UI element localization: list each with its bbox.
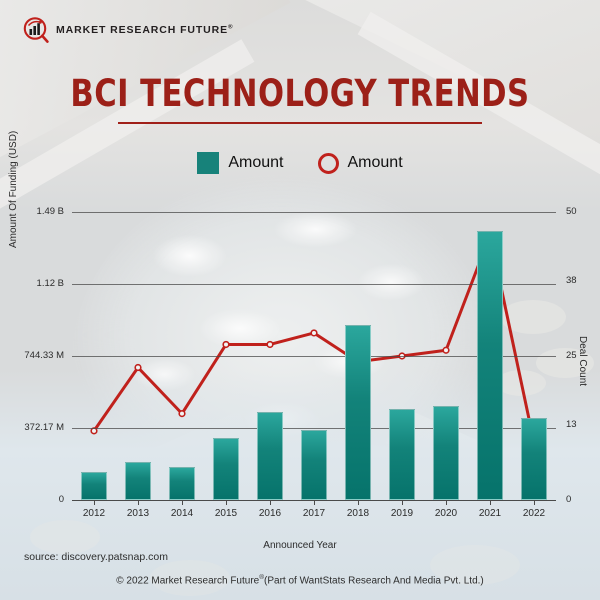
y-axis-tick-right: 50 xyxy=(566,206,577,217)
copyright-registered-mark: ® xyxy=(259,574,265,581)
x-axis-tick-2021: 2021 xyxy=(478,508,502,519)
bar-2012[interactable] xyxy=(80,471,108,500)
bar-2022[interactable] xyxy=(520,418,548,500)
x-axis-tick-mark xyxy=(182,500,183,505)
grid-line xyxy=(72,283,556,285)
background-blob-2 xyxy=(536,348,594,378)
x-axis-tick-mark xyxy=(94,500,95,505)
x-axis-tick-mark xyxy=(402,500,403,505)
line-point-2020[interactable] xyxy=(442,346,450,354)
x-axis-tick-2020: 2020 xyxy=(434,508,458,519)
line-point-2014[interactable] xyxy=(178,410,186,418)
y-axis-tick-right: 25 xyxy=(566,350,577,361)
copyright-note: © 2022 Market Research Future®(Part of W… xyxy=(0,574,600,586)
line-point-2017[interactable] xyxy=(310,329,318,337)
y-axis-tick-left: 744.33 M xyxy=(24,350,64,362)
brand-logo-text: MARKET RESEARCH FUTURE® xyxy=(56,24,233,36)
x-axis-tick-2019: 2019 xyxy=(390,508,414,519)
bar-2017[interactable] xyxy=(300,430,328,500)
y-axis-tick-right: 0 xyxy=(566,494,572,505)
y-axis-tick-right: 13 xyxy=(566,419,577,431)
magnifier-bar-chart-icon xyxy=(22,16,50,44)
bar-2014[interactable] xyxy=(168,466,196,500)
x-axis-tick-2017: 2017 xyxy=(302,508,326,519)
bar-2019[interactable] xyxy=(388,408,416,500)
x-axis-tick-2018: 2018 xyxy=(346,508,370,519)
y-axis-tick-right: 38 xyxy=(566,275,577,287)
legend-item-amount-bar[interactable]: Amount xyxy=(197,152,284,174)
legend-label-line: Amount xyxy=(347,154,403,171)
bar-2021[interactable] xyxy=(476,230,504,500)
x-axis-tick-2015: 2015 xyxy=(214,508,238,519)
y-axis-title-left: Amount Of Funding (USD) xyxy=(8,130,19,248)
y-axis-tick-left: 1.12 B xyxy=(36,277,64,289)
x-axis-tick-2016: 2016 xyxy=(258,508,282,519)
bar-2015[interactable] xyxy=(212,437,240,500)
legend-square-icon xyxy=(197,152,220,174)
line-point-2013[interactable] xyxy=(134,363,142,372)
background-blob-4 xyxy=(30,520,100,554)
x-axis-tick-mark xyxy=(490,500,491,505)
x-axis-tick-mark xyxy=(138,500,139,505)
line-point-2016[interactable] xyxy=(266,340,274,349)
brand-registered-mark: ® xyxy=(228,24,234,31)
legend-label-bar: Amount xyxy=(228,154,284,171)
x-axis-tick-2014: 2014 xyxy=(170,508,194,519)
copyright-text-before: © 2022 Market Research Future xyxy=(116,575,260,587)
x-axis-tick-2012: 2012 xyxy=(82,508,106,519)
x-axis-tick-mark xyxy=(358,500,359,505)
x-axis-tick-mark xyxy=(314,500,315,505)
page-title: BCI TECHNOLOGY TRENDS xyxy=(70,72,530,115)
line-point-2015[interactable] xyxy=(222,340,230,349)
x-axis-tick-mark xyxy=(270,500,271,505)
legend-ring-icon xyxy=(317,152,339,174)
x-axis-title: Announced Year xyxy=(263,540,337,551)
source-note: source: discovery.patsnap.com xyxy=(24,551,168,563)
legend-item-amount-line[interactable]: Amount xyxy=(317,152,403,174)
bar-2016[interactable] xyxy=(256,412,284,500)
x-axis-tick-mark xyxy=(534,500,535,505)
background-blob-5 xyxy=(150,560,230,596)
x-axis-tick-mark xyxy=(446,500,447,505)
chart-legend: Amount Amount xyxy=(0,152,600,174)
y-axis-title-right: Deal Count xyxy=(577,336,588,387)
x-axis-tick-2013: 2013 xyxy=(126,508,150,519)
grid-line xyxy=(72,212,556,213)
brand-logo-label: MARKET RESEARCH FUTURE xyxy=(56,24,229,36)
bar-2018[interactable] xyxy=(344,324,372,500)
brand-logo: MARKET RESEARCH FUTURE® xyxy=(22,16,233,44)
x-axis-tick-mark xyxy=(226,500,227,505)
bar-2020[interactable] xyxy=(432,406,460,500)
grid-line xyxy=(72,356,556,358)
y-axis-tick-left: 372.17 M xyxy=(24,422,64,434)
line-series-path xyxy=(92,233,536,444)
y-axis-tick-left: 0 xyxy=(58,494,64,505)
background-blob-6 xyxy=(430,545,520,585)
grid-line xyxy=(72,428,556,430)
x-axis-tick-2022: 2022 xyxy=(522,508,546,519)
bar-2013[interactable] xyxy=(124,461,152,500)
y-axis-tick-left: 1.49 B xyxy=(36,206,64,217)
title-underline xyxy=(118,122,482,124)
copyright-text-after: (Part of WantStats Research And Media Pv… xyxy=(264,575,484,587)
